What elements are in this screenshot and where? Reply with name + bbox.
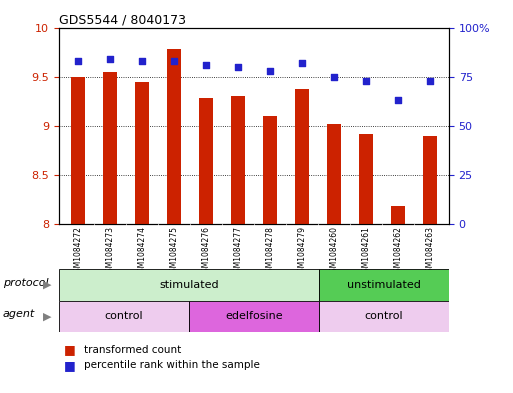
Bar: [135, 82, 149, 224]
Point: [170, 58, 178, 64]
Text: control: control: [105, 311, 143, 321]
Point: [362, 77, 370, 84]
Bar: [231, 96, 245, 224]
Text: GSM1084279: GSM1084279: [298, 226, 306, 277]
Point: [202, 62, 210, 68]
Text: agent: agent: [3, 309, 35, 320]
Point: [330, 73, 338, 80]
Text: GSM1084261: GSM1084261: [361, 226, 370, 277]
Bar: [59, 269, 319, 301]
Bar: [319, 269, 449, 301]
Point: [138, 58, 146, 64]
Point: [426, 77, 434, 84]
Text: stimulated: stimulated: [159, 280, 219, 290]
Text: GDS5544 / 8040173: GDS5544 / 8040173: [59, 13, 186, 26]
Point: [298, 60, 306, 66]
Bar: [199, 98, 213, 224]
Point: [266, 68, 274, 74]
Text: control: control: [365, 311, 403, 321]
Text: ▶: ▶: [44, 280, 52, 290]
Bar: [319, 301, 449, 332]
Text: GSM1084263: GSM1084263: [425, 226, 434, 277]
Bar: [167, 49, 181, 224]
Bar: [263, 116, 277, 224]
Bar: [71, 77, 85, 224]
Text: protocol: protocol: [3, 278, 48, 288]
Text: GSM1084275: GSM1084275: [169, 226, 179, 277]
Text: GSM1084272: GSM1084272: [74, 226, 83, 277]
Text: ■: ■: [64, 343, 76, 356]
Text: edelfosine: edelfosine: [225, 311, 283, 321]
Text: GSM1084274: GSM1084274: [137, 226, 147, 277]
Text: GSM1084273: GSM1084273: [106, 226, 114, 277]
Text: ■: ■: [64, 359, 76, 372]
Point: [234, 64, 242, 70]
Bar: [59, 301, 189, 332]
Bar: [423, 136, 437, 224]
Text: GSM1084276: GSM1084276: [202, 226, 210, 277]
Text: ▶: ▶: [44, 311, 52, 321]
Bar: [359, 134, 373, 224]
Text: percentile rank within the sample: percentile rank within the sample: [84, 360, 260, 371]
Bar: [327, 124, 341, 224]
Text: unstimulated: unstimulated: [347, 280, 421, 290]
Bar: [294, 90, 309, 224]
Bar: [390, 206, 405, 224]
Text: GSM1084278: GSM1084278: [265, 226, 274, 277]
Bar: [103, 72, 117, 224]
Point: [74, 58, 82, 64]
Text: GSM1084262: GSM1084262: [393, 226, 402, 277]
Bar: [189, 301, 319, 332]
Text: GSM1084277: GSM1084277: [233, 226, 243, 277]
Point: [393, 97, 402, 103]
Text: transformed count: transformed count: [84, 345, 181, 355]
Point: [106, 56, 114, 62]
Text: GSM1084260: GSM1084260: [329, 226, 339, 277]
